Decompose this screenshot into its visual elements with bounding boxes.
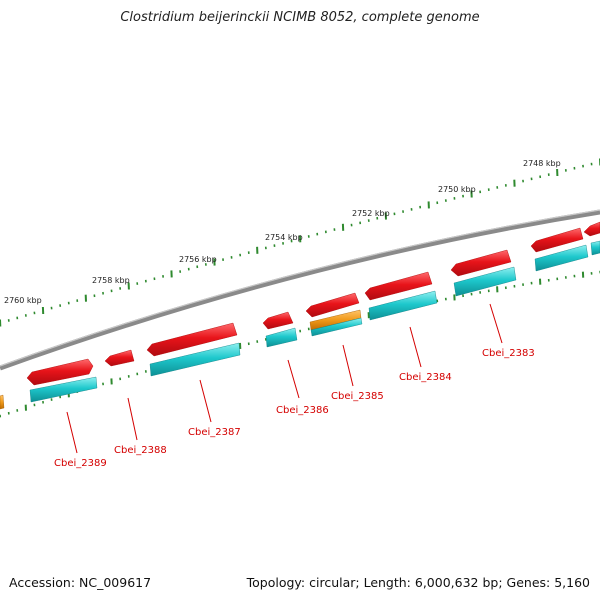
scale-label: 2750 kbp [438, 185, 476, 194]
gene-leader-lines [66, 303, 503, 454]
leader-line [127, 397, 138, 441]
cds-bar-cbei-2387[interactable] [149, 342, 241, 377]
gene-arrow-cbei-2383[interactable] [450, 249, 512, 277]
cds-bar-cbei-2383[interactable] [453, 266, 517, 297]
gene-label-cbei-2387[interactable]: Cbei_2387 [188, 427, 241, 438]
gene-arrow-cbei-2388[interactable] [104, 349, 135, 367]
scale-label: 2748 kbp [523, 159, 561, 168]
accession-label: Accession: NC_009617 [9, 575, 152, 590]
gene-arrow-partial[interactable] [530, 227, 584, 253]
scale-labels: 2760 kbp 2758 kbp 2756 kbp 2754 kbp 2752… [4, 159, 561, 305]
gene-label-cbei-2385[interactable]: Cbei_2385 [331, 391, 384, 402]
scale-label: 2758 kbp [92, 276, 130, 285]
gene-labels: Cbei_2389 Cbei_2388 Cbei_2387 Cbei_2386 … [54, 348, 535, 469]
gene-arrow-cbei-2387[interactable] [146, 322, 238, 357]
gene-features [0, 221, 600, 410]
leader-line [66, 411, 78, 454]
cds-bar-partial-edge[interactable] [590, 240, 600, 256]
genome-backbone [0, 209, 600, 371]
scale-track [0, 158, 600, 327]
leader-line [342, 344, 354, 387]
gene-arrow-cbei-2386[interactable] [262, 311, 294, 330]
leader-line [287, 359, 300, 399]
gene-label-cbei-2383[interactable]: Cbei_2383 [482, 348, 535, 359]
gene-arrow-cbei-2389[interactable] [26, 358, 94, 386]
genome-stats: Topology: circular; Length: 6,000,632 bp… [246, 575, 590, 590]
gene-label-cbei-2386[interactable]: Cbei_2386 [276, 405, 329, 416]
leader-line [409, 326, 422, 368]
genome-backbone-highlight [0, 209, 600, 367]
gene-label-cbei-2388[interactable]: Cbei_2388 [114, 445, 167, 456]
page-title: Clostridium beijerinckii NCIMB 8052, com… [120, 10, 480, 25]
gene-arrow-partial-edge[interactable] [583, 221, 600, 237]
leader-line [489, 303, 503, 344]
gene-arrow-cbei-2384[interactable] [364, 271, 433, 301]
scale-label: 2760 kbp [4, 296, 42, 305]
leader-line [199, 379, 212, 423]
scale-label: 2756 kbp [179, 255, 217, 264]
scale-label: 2754 kbp [265, 233, 303, 242]
cds-bar-cbei-2386[interactable] [265, 327, 298, 348]
cds-bar-partial[interactable] [534, 244, 589, 272]
inner-tick-track [0, 270, 600, 418]
gene-arrow-cbei-2385[interactable] [305, 292, 360, 318]
scale-label: 2752 kbp [352, 209, 390, 218]
cds-bar-cbei-2389[interactable] [29, 376, 98, 403]
cds-bar-cbei-2384[interactable] [368, 290, 438, 321]
cds-bar-cbei-2385[interactable] [310, 317, 363, 337]
cds-bar-partial-left[interactable] [0, 394, 5, 410]
gene-label-cbei-2384[interactable]: Cbei_2384 [399, 372, 452, 383]
gene-label-cbei-2389[interactable]: Cbei_2389 [54, 458, 107, 469]
